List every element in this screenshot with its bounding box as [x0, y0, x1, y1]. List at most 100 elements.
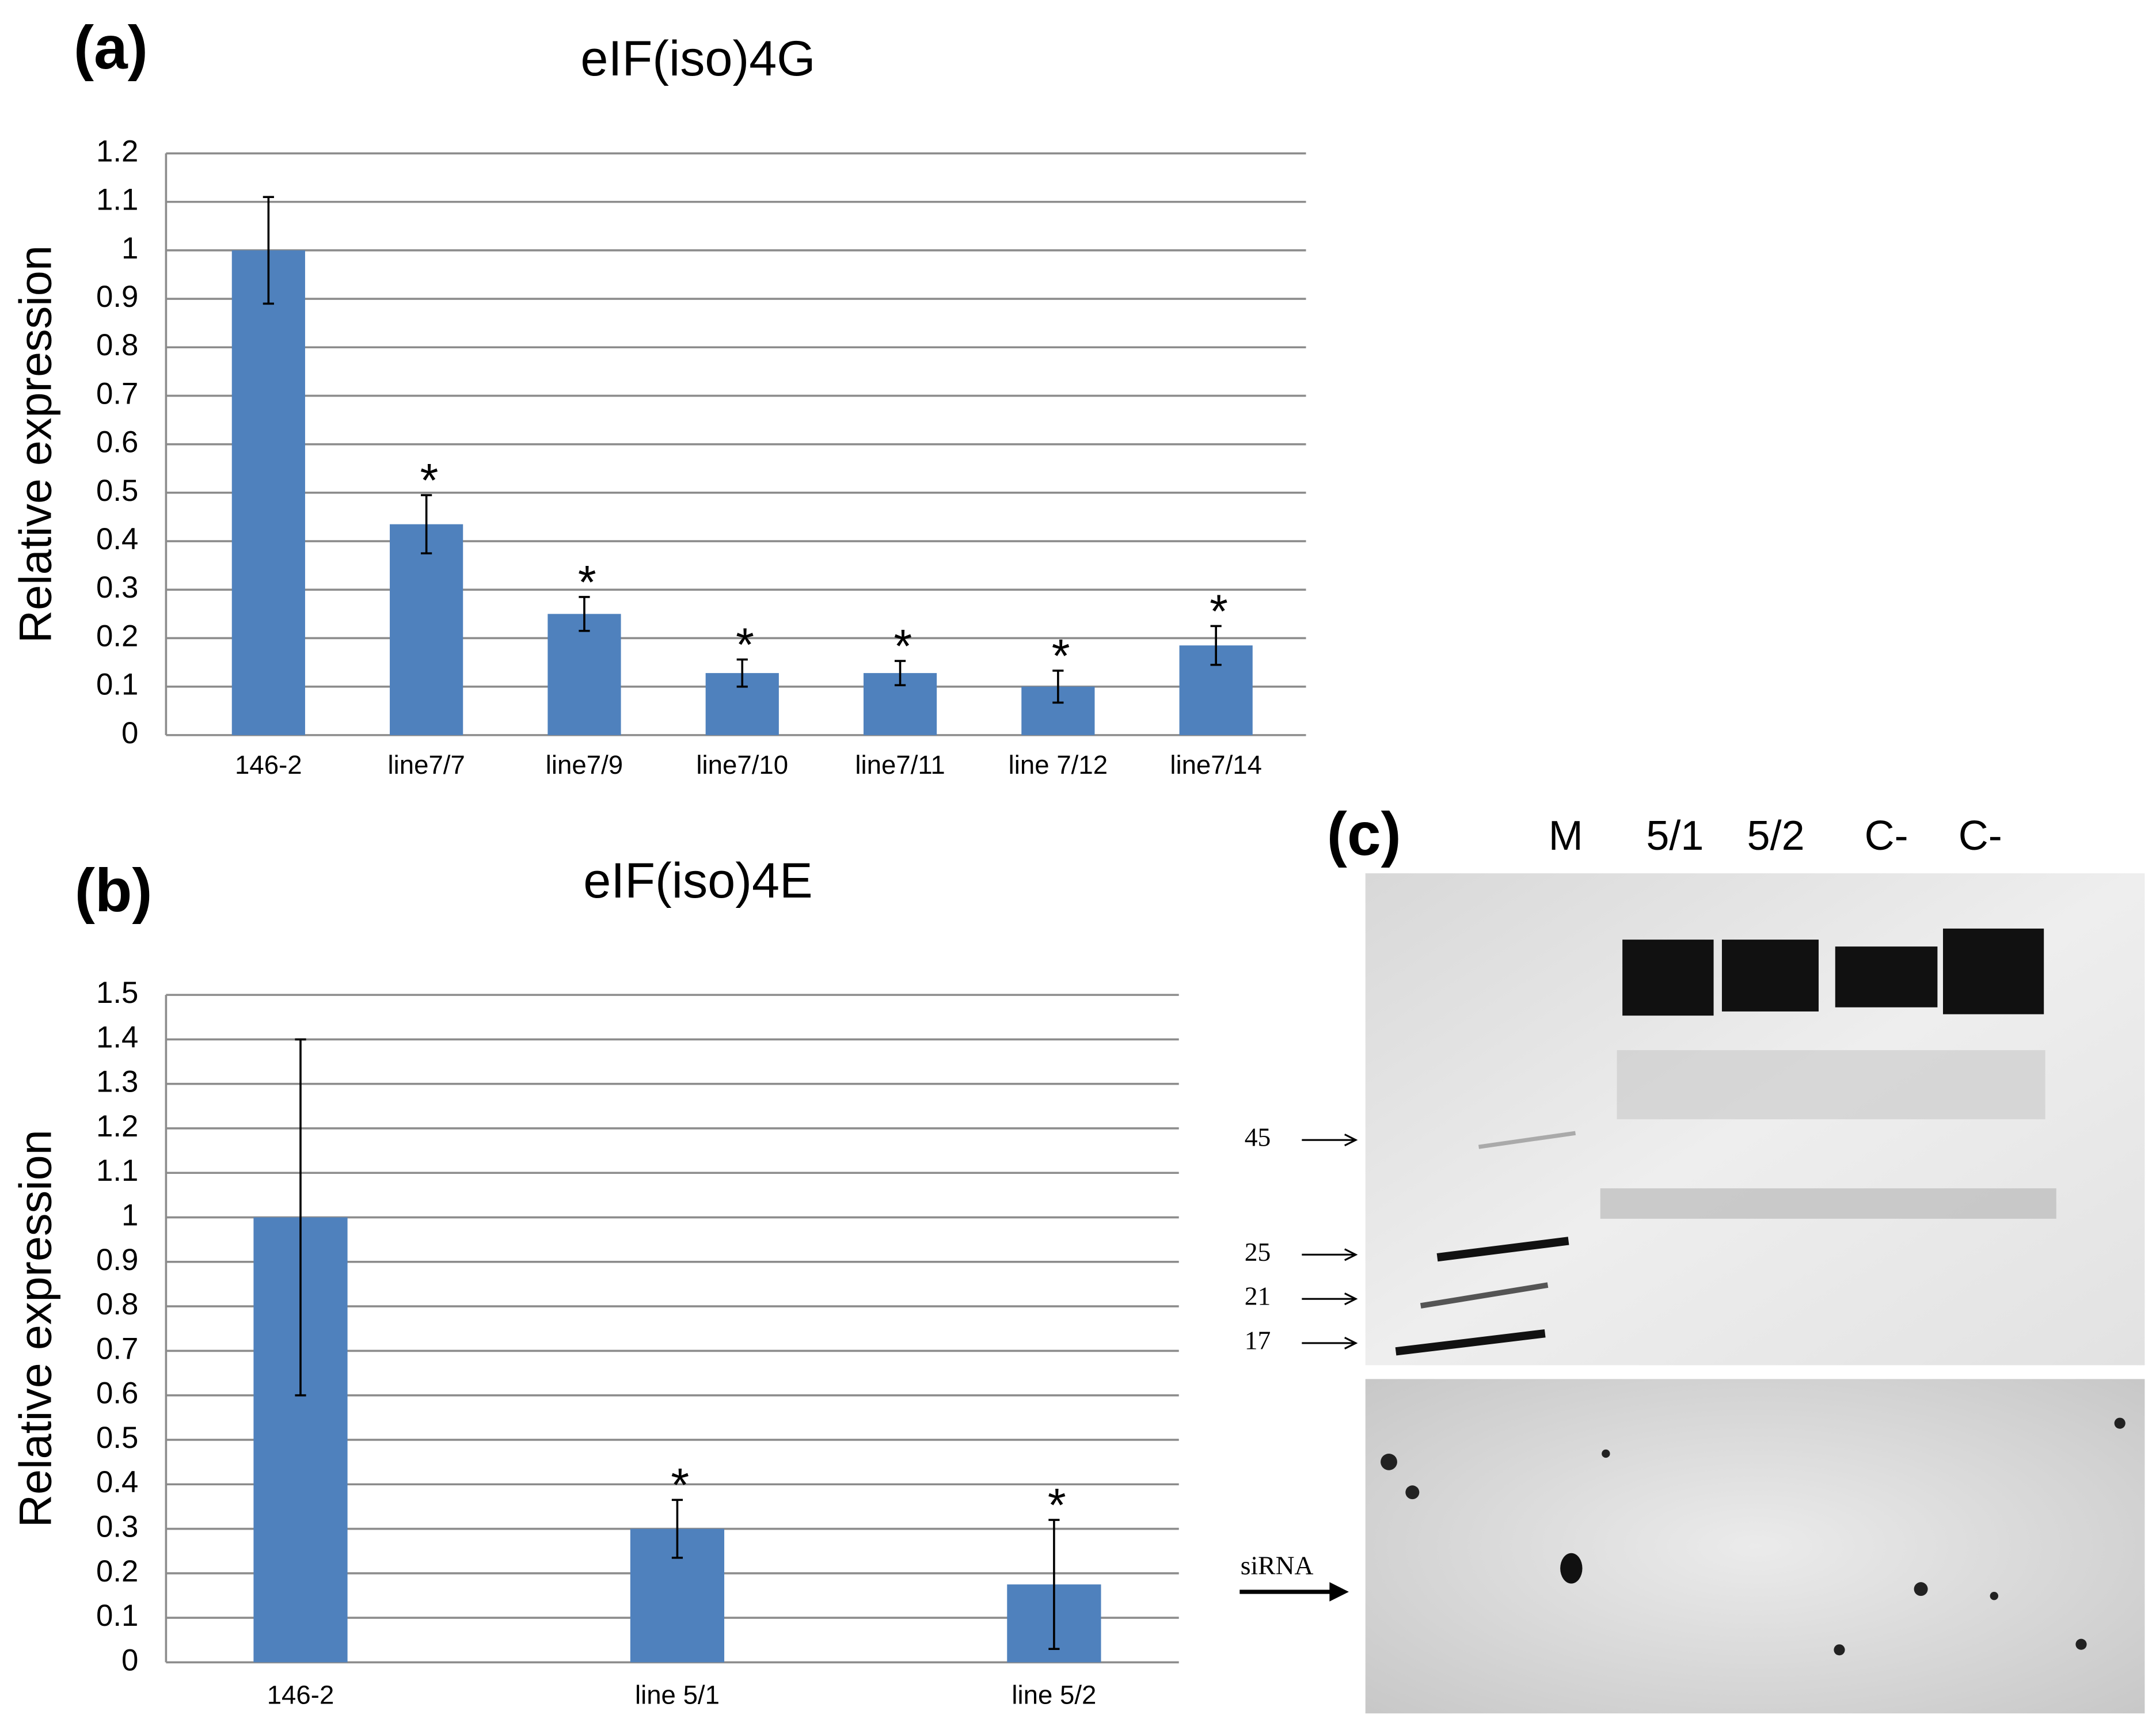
blot-spot	[1834, 1644, 1845, 1656]
lane-label: M	[1549, 813, 1583, 859]
blot-spot	[1405, 1485, 1420, 1500]
error-bar	[894, 660, 906, 686]
gel-smear	[1600, 1188, 2056, 1219]
panel-label: (a)	[74, 14, 148, 82]
gel-panel: (c) M 5/1 5/2 C- C- 45 25 21 17 siRNA	[1239, 800, 2145, 1714]
lane-label: C-	[1959, 813, 2002, 859]
y-tick-label: 0.3	[96, 1510, 138, 1543]
y-tick-label: 1	[121, 231, 138, 265]
error-bar	[1210, 625, 1222, 666]
y-tick-label: 1.4	[96, 1020, 138, 1054]
x-tick-label: line7/14	[1170, 750, 1262, 780]
y-tick-label: 0.7	[96, 1332, 138, 1366]
significance-mark: *	[578, 556, 596, 609]
x-tick-label: 146-2	[267, 1680, 334, 1709]
significance-mark: *	[420, 454, 439, 507]
x-tick-label: line7/9	[546, 750, 623, 780]
size-marker-label: 17	[1245, 1325, 1271, 1355]
size-marker-arrow	[1302, 1248, 1358, 1261]
y-tick-label: 1	[121, 1198, 138, 1232]
lane-label: 5/1	[1646, 813, 1703, 859]
size-marker-label: 45	[1245, 1123, 1271, 1152]
significance-mark: *	[1048, 1479, 1066, 1531]
y-tick-label: 0.2	[96, 619, 138, 653]
blot-spot	[1560, 1553, 1583, 1584]
x-tick-label: line 7/12	[1009, 750, 1108, 780]
y-tick-label: 1.1	[96, 1154, 138, 1188]
error-bar	[263, 196, 274, 305]
lane-label: C-	[1865, 813, 1908, 859]
blot-spot	[2114, 1417, 2125, 1429]
panel-label: (c)	[1327, 800, 1401, 868]
y-tick-label: 0.6	[96, 425, 138, 459]
y-tick-label: 1.2	[96, 1109, 138, 1143]
size-marker-arrow	[1302, 1336, 1358, 1349]
y-tick-label: 0.3	[96, 571, 138, 604]
y-tick-label: 0.5	[96, 1421, 138, 1455]
y-tick-label: 0.6	[96, 1377, 138, 1410]
marker-band	[1395, 1329, 1546, 1356]
blot-spot	[1602, 1449, 1610, 1458]
significance-mark: *	[893, 620, 912, 672]
gel-band	[1721, 940, 1819, 1012]
y-tick-label: 0.1	[96, 668, 138, 702]
chart-title: eIF(iso)4G	[580, 31, 815, 86]
size-marker-arrow	[1302, 1134, 1358, 1147]
significance-mark: *	[1052, 630, 1070, 682]
y-tick-label: 1.5	[96, 976, 138, 1010]
blot-spot	[2075, 1638, 2087, 1650]
x-tick-label: line7/10	[696, 750, 788, 780]
y-tick-label: 0.9	[96, 280, 138, 314]
y-tick-label: 0.8	[96, 328, 138, 362]
x-tick-label: line 5/2	[1012, 1680, 1096, 1709]
marker-band	[1478, 1131, 1576, 1149]
gel-smear	[1617, 1050, 2045, 1120]
y-tick-label: 1.1	[96, 183, 138, 217]
significance-mark: *	[1210, 585, 1228, 638]
blot-image	[1365, 1379, 2145, 1714]
gel-band	[1835, 946, 1938, 1007]
x-tick-label: line7/7	[387, 750, 465, 780]
bar	[231, 250, 305, 735]
significance-mark: *	[671, 1459, 689, 1512]
y-tick-label: 0	[121, 1643, 138, 1677]
x-tick-label: line7/11	[855, 750, 945, 780]
significance-mark: *	[736, 619, 754, 671]
gel-band	[1943, 928, 2044, 1014]
y-tick-label: 0.5	[96, 474, 138, 508]
blot-spot	[1990, 1591, 1999, 1600]
size-marker-label: 21	[1245, 1282, 1271, 1311]
y-tick-label: 0.8	[96, 1287, 138, 1321]
probe-label: siRNA	[1241, 1551, 1314, 1580]
size-marker-arrow	[1302, 1292, 1358, 1306]
y-tick-label: 0	[121, 716, 138, 750]
size-marker-label: 25	[1245, 1237, 1271, 1267]
y-tick-label: 0.9	[96, 1243, 138, 1277]
x-tick-label: 146-2	[235, 750, 302, 780]
y-tick-label: 0.1	[96, 1599, 138, 1633]
y-axis-label: Relative expression	[10, 245, 61, 643]
lane-label: 5/2	[1747, 813, 1805, 859]
error-bar	[1048, 1519, 1060, 1651]
chart-title: eIF(iso)4E	[583, 853, 812, 908]
bar	[390, 524, 463, 735]
x-tick-label: line 5/1	[635, 1680, 720, 1709]
gel-band	[1622, 940, 1714, 1016]
y-tick-label: 1.3	[96, 1065, 138, 1099]
marker-band	[1436, 1237, 1569, 1262]
marker-band	[1420, 1282, 1549, 1309]
error-bar	[579, 596, 590, 632]
probe-arrow-head	[1329, 1582, 1349, 1602]
error-bar	[671, 1499, 683, 1559]
error-bar	[736, 658, 748, 688]
y-tick-label: 0.7	[96, 377, 138, 410]
y-axis-label: Relative expression	[10, 1130, 61, 1527]
error-bar	[1052, 670, 1064, 704]
panel-label: (b)	[75, 857, 153, 925]
blot-spot	[1914, 1582, 1928, 1596]
y-tick-label: 1.2	[96, 134, 138, 168]
bar	[547, 614, 621, 735]
y-tick-label: 0.4	[96, 1465, 138, 1499]
blot-spot	[1381, 1453, 1397, 1470]
